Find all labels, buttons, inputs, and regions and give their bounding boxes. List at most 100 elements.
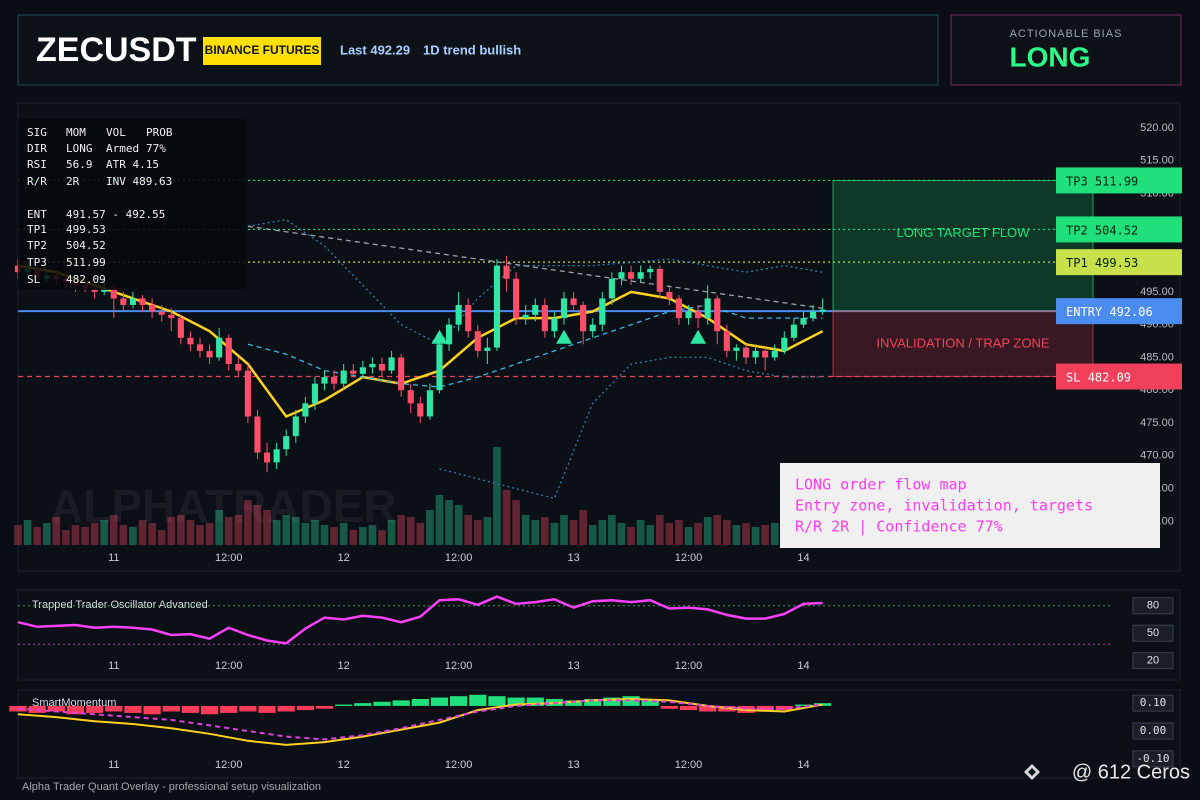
candle-body bbox=[91, 288, 98, 292]
momentum-bar bbox=[469, 694, 487, 706]
bias-label: ACTIONABLE BIAS bbox=[1010, 28, 1123, 40]
credit-icon bbox=[1024, 764, 1040, 780]
level-badge bbox=[1056, 249, 1182, 276]
level-label: SL 482.09 bbox=[1066, 370, 1131, 384]
info-cell: ATR 4.15 bbox=[106, 158, 159, 171]
x-tick-label: 11 bbox=[108, 552, 119, 564]
y-tick-label: 485.00 bbox=[1140, 351, 1174, 363]
momentum-bar bbox=[679, 705, 698, 711]
volume-bar bbox=[339, 523, 348, 545]
volume-bar bbox=[406, 517, 415, 545]
momentum-bar bbox=[220, 705, 238, 713]
volume-bar bbox=[541, 517, 549, 545]
momentum-bar bbox=[756, 705, 774, 712]
candle-body bbox=[369, 364, 376, 368]
volume-bar bbox=[761, 525, 769, 545]
volume-bar bbox=[224, 517, 233, 545]
volume-bar bbox=[100, 520, 109, 545]
volume-bar bbox=[579, 510, 587, 545]
candle-body bbox=[254, 416, 261, 453]
momentum-bar bbox=[335, 704, 353, 706]
candle-body bbox=[580, 304, 587, 332]
candle-body bbox=[465, 304, 472, 332]
momentum-bar bbox=[354, 703, 372, 706]
y-tick-label: 475.00 bbox=[1140, 417, 1174, 429]
info-cell: TP1 bbox=[27, 223, 47, 236]
volume-bar bbox=[416, 523, 425, 545]
x-tick-label: 14 bbox=[797, 759, 809, 771]
volume-bar bbox=[387, 520, 396, 545]
x-tick-label: 14 bbox=[797, 660, 809, 672]
volume-bar bbox=[52, 517, 61, 545]
x-tick-label: 12 bbox=[338, 552, 350, 564]
x-tick-label: 14 bbox=[797, 552, 809, 564]
candle-body bbox=[350, 370, 357, 374]
momentum-bar bbox=[66, 705, 85, 715]
volume-bar bbox=[119, 525, 128, 545]
volume-bar bbox=[502, 490, 511, 545]
level-name: ENTRY bbox=[1066, 305, 1103, 319]
y-tick-label: 515.00 bbox=[1140, 155, 1174, 167]
candle-body bbox=[196, 344, 204, 351]
volume-bar bbox=[723, 520, 731, 545]
level-badge bbox=[1056, 167, 1182, 194]
volume-bar bbox=[560, 515, 568, 545]
momentum-bar bbox=[430, 697, 449, 706]
volume-bar bbox=[138, 520, 147, 545]
volume-bar bbox=[23, 520, 32, 545]
overlay-line bbox=[439, 356, 823, 500]
x-tick-label: 12:00 bbox=[215, 660, 243, 672]
chart-layer: 460.00465.00470.00475.00480.00485.00490.… bbox=[9, 122, 1174, 771]
trend: 1D trend bullish bbox=[423, 42, 521, 57]
momentum-bar bbox=[277, 705, 295, 712]
candle-body bbox=[101, 288, 108, 292]
candle-body bbox=[311, 383, 319, 404]
candle-body bbox=[790, 324, 797, 338]
volume-bar bbox=[464, 515, 473, 545]
info-cell: VOL bbox=[106, 126, 126, 139]
volume-bar bbox=[742, 523, 750, 545]
level-label: TP2 504.52 bbox=[1066, 223, 1138, 237]
momentum-bar bbox=[392, 700, 410, 706]
info-cell: 56.9 bbox=[66, 158, 93, 171]
x-tick-label: 12:00 bbox=[675, 552, 703, 564]
watermark: ALPHATRADER bbox=[50, 480, 397, 532]
volume-bar bbox=[291, 517, 300, 545]
candle-body bbox=[819, 309, 826, 312]
volume-bar bbox=[282, 515, 291, 545]
info-cell: DIR bbox=[27, 142, 47, 155]
y-tick-label: -0.10 bbox=[1136, 752, 1169, 765]
level-name: SL bbox=[1066, 370, 1080, 384]
tick-box bbox=[1132, 750, 1174, 768]
volume-bar bbox=[368, 525, 377, 545]
volume-bar bbox=[435, 495, 444, 545]
x-tick-label: 13 bbox=[567, 552, 579, 564]
candle-body bbox=[149, 304, 156, 312]
candle-body bbox=[235, 364, 242, 371]
symbol: ZECUSDT bbox=[36, 31, 197, 69]
overlay-line bbox=[247, 225, 823, 309]
info-cell: RSI bbox=[27, 158, 47, 171]
volume-bar bbox=[684, 527, 693, 545]
volume-bar bbox=[627, 527, 635, 545]
info-cell: SIG bbox=[27, 126, 47, 139]
candle-body bbox=[273, 449, 280, 463]
level-badge bbox=[1056, 298, 1182, 325]
exchange-badge bbox=[203, 37, 321, 65]
x-tick-label: 12 bbox=[338, 759, 350, 771]
candle-body bbox=[752, 350, 759, 358]
oscillator-line bbox=[17, 595, 823, 645]
volume-bar bbox=[588, 525, 597, 545]
candle-body bbox=[388, 357, 395, 371]
volume-bar bbox=[655, 515, 664, 545]
x-tick-label: 12:00 bbox=[445, 759, 473, 771]
volume-bar bbox=[71, 525, 80, 545]
info-cell: ENT bbox=[27, 208, 47, 221]
momentum-bar bbox=[162, 705, 180, 712]
volume-bar bbox=[445, 500, 453, 545]
last-price: Last 492.29 bbox=[340, 42, 410, 57]
volume-bar bbox=[167, 517, 176, 545]
momentum-bar bbox=[775, 705, 793, 711]
candle-body bbox=[398, 357, 405, 391]
candle-body bbox=[809, 311, 817, 319]
